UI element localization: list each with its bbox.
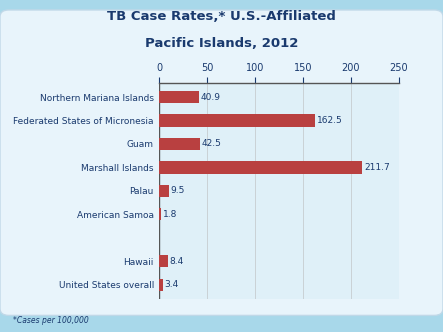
Bar — [159, 208, 161, 220]
Text: 162.5: 162.5 — [317, 116, 342, 125]
Text: 40.9: 40.9 — [201, 93, 221, 102]
Bar — [159, 185, 169, 197]
Text: 3.4: 3.4 — [165, 280, 179, 289]
Bar — [159, 161, 362, 174]
Text: 8.4: 8.4 — [169, 257, 184, 266]
Text: Pacific Islands, 2012: Pacific Islands, 2012 — [145, 37, 298, 49]
Text: *Cases per 100,000: *Cases per 100,000 — [13, 316, 89, 325]
Bar — [159, 115, 315, 126]
Text: 42.5: 42.5 — [202, 139, 222, 148]
Text: 1.8: 1.8 — [163, 210, 178, 219]
Text: 211.7: 211.7 — [364, 163, 390, 172]
Bar — [159, 91, 198, 103]
Bar — [159, 255, 167, 267]
Text: 9.5: 9.5 — [171, 186, 185, 196]
Bar — [159, 279, 163, 291]
Text: TB Case Rates,* U.S.-Affiliated: TB Case Rates,* U.S.-Affiliated — [107, 10, 336, 23]
Bar — [159, 138, 200, 150]
